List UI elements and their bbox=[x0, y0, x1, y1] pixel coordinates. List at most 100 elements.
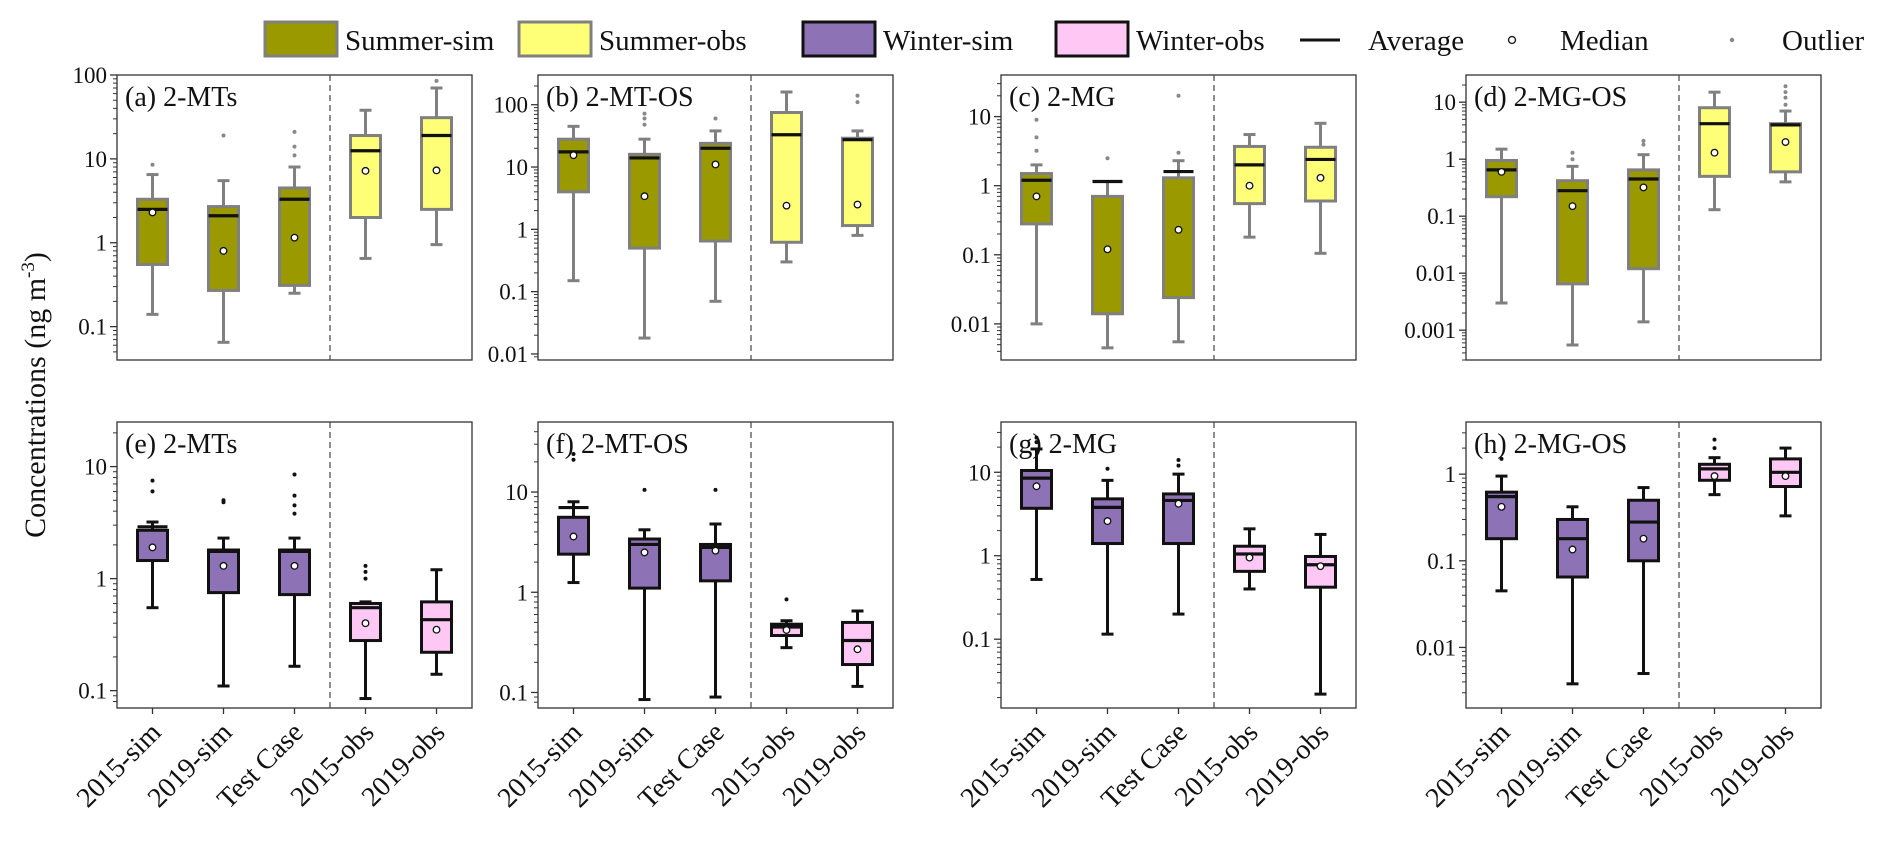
y-tick-label: 0.01 bbox=[1416, 635, 1456, 660]
outlier-point bbox=[643, 488, 647, 492]
y-tick-label: 10 bbox=[968, 105, 991, 130]
box-2015-sim bbox=[138, 163, 168, 315]
legend-label: Outlier bbox=[1782, 25, 1864, 57]
median-marker bbox=[1246, 182, 1253, 189]
median-marker bbox=[362, 620, 369, 627]
iqr-box bbox=[630, 154, 660, 248]
outlier-point bbox=[1177, 151, 1181, 155]
legend-item: Winter-sim bbox=[803, 22, 1014, 57]
box-test-case bbox=[280, 130, 310, 293]
legend-item: Winter-obs bbox=[1056, 22, 1265, 57]
panel-title: (h) 2-MG-OS bbox=[1474, 429, 1627, 460]
chart-panel: 0.1110(e) 2-MTs2015-sim2019-simTest Case… bbox=[71, 422, 472, 815]
panel-title: (a) 2-MTs bbox=[125, 82, 237, 113]
outlier-point bbox=[1035, 118, 1039, 122]
outlier-point bbox=[222, 133, 226, 137]
outlier-point bbox=[1106, 467, 1110, 471]
box-test-case bbox=[1629, 139, 1659, 322]
outlier-point bbox=[1642, 139, 1646, 143]
median-marker bbox=[291, 563, 298, 570]
y-tick-label: 0.1 bbox=[78, 679, 107, 704]
outlier-point bbox=[785, 597, 789, 601]
panel-title: (g) 2-MG bbox=[1009, 429, 1117, 460]
iqr-box bbox=[843, 138, 873, 225]
median-marker bbox=[1711, 473, 1718, 480]
box-2019-obs bbox=[422, 79, 452, 245]
outlier-point bbox=[572, 452, 576, 456]
median-marker bbox=[1317, 563, 1324, 570]
y-tick-label: 1 bbox=[517, 580, 529, 605]
iqr-box bbox=[1771, 124, 1801, 172]
legend-swatch bbox=[265, 22, 337, 56]
legend-item: Summer-sim bbox=[265, 22, 495, 57]
median-marker bbox=[1033, 193, 1040, 200]
outlier-point bbox=[293, 503, 297, 507]
median-marker bbox=[149, 544, 156, 551]
median-marker bbox=[1104, 246, 1111, 253]
outlier-point bbox=[643, 112, 647, 116]
iqr-box bbox=[701, 143, 731, 241]
legend-label: Winter-obs bbox=[1136, 25, 1265, 57]
iqr-box bbox=[630, 539, 660, 588]
box-2019-obs: 2019-obs bbox=[1240, 534, 1336, 812]
median-marker bbox=[1640, 184, 1647, 191]
outlier-point bbox=[1035, 440, 1039, 444]
outlier-point bbox=[643, 117, 647, 121]
y-tick-label: 0.01 bbox=[1416, 261, 1456, 286]
outlier-point bbox=[1500, 457, 1504, 461]
box-test-case: Test Case bbox=[632, 488, 730, 815]
median-marker bbox=[712, 161, 719, 168]
iqr-box bbox=[1164, 178, 1194, 298]
median-marker bbox=[362, 168, 369, 175]
outlier-point bbox=[293, 472, 297, 476]
outlier-point bbox=[151, 489, 155, 493]
panel-title: (c) 2-MG bbox=[1009, 82, 1116, 113]
outlier-point bbox=[1177, 464, 1181, 468]
y-tick-label: 10 bbox=[84, 147, 107, 172]
outlier-point bbox=[714, 488, 718, 492]
y-tick-label: 0.1 bbox=[1427, 549, 1456, 574]
iqr-box bbox=[843, 622, 873, 664]
iqr-box bbox=[1306, 556, 1336, 587]
median-marker bbox=[570, 533, 577, 540]
box-2019-obs bbox=[1771, 84, 1801, 182]
y-tick-label: 1 bbox=[1445, 462, 1457, 487]
panel-title: (b) 2-MT-OS bbox=[546, 82, 694, 113]
median-marker bbox=[291, 234, 298, 241]
box-2015-obs bbox=[772, 92, 802, 262]
median-marker bbox=[783, 627, 790, 634]
box-2019-sim bbox=[1093, 156, 1123, 348]
legend-item: Summer-obs bbox=[519, 22, 747, 57]
y-tick-label: 0.1 bbox=[499, 680, 528, 705]
outlier-point bbox=[151, 479, 155, 483]
box-2015-sim bbox=[1487, 149, 1517, 303]
legend-label: Winter-sim bbox=[883, 25, 1014, 57]
median-marker bbox=[1246, 554, 1253, 561]
median-marker bbox=[570, 152, 577, 159]
iqr-box bbox=[559, 139, 589, 192]
outlier-point bbox=[435, 79, 439, 83]
box-2015-sim: 2015-sim bbox=[71, 479, 168, 814]
outlier-point bbox=[1784, 96, 1788, 100]
outlier-point bbox=[1642, 143, 1646, 147]
iqr-box bbox=[1629, 500, 1659, 561]
outlier-point bbox=[1106, 156, 1110, 160]
median-marker bbox=[1498, 169, 1505, 176]
box-2015-sim bbox=[559, 126, 589, 280]
box-2019-sim: 2019-sim bbox=[1491, 507, 1588, 814]
legend-item: Median bbox=[1509, 25, 1650, 57]
y-tick-label: 100 bbox=[73, 63, 108, 88]
y-tick-label: 0.1 bbox=[499, 280, 528, 305]
y-tick-label: 0.1 bbox=[78, 315, 107, 340]
y-tick-label: 0.01 bbox=[951, 312, 991, 337]
box-2015-obs bbox=[1235, 135, 1265, 238]
y-tick-label: 0.1 bbox=[1427, 204, 1456, 229]
chart-panel: 0.001 0.01 0.1 1 10 (d) 2-MG-OS bbox=[1404, 75, 1821, 360]
outlier-point bbox=[1713, 438, 1717, 442]
outlier-point bbox=[293, 512, 297, 516]
legend: Summer-sim Summer-obs Winter-sim Winter-obs… bbox=[265, 22, 1864, 57]
legend-outlier-marker bbox=[1730, 38, 1734, 42]
legend-item: Outlier bbox=[1730, 25, 1865, 57]
median-marker bbox=[783, 202, 790, 209]
